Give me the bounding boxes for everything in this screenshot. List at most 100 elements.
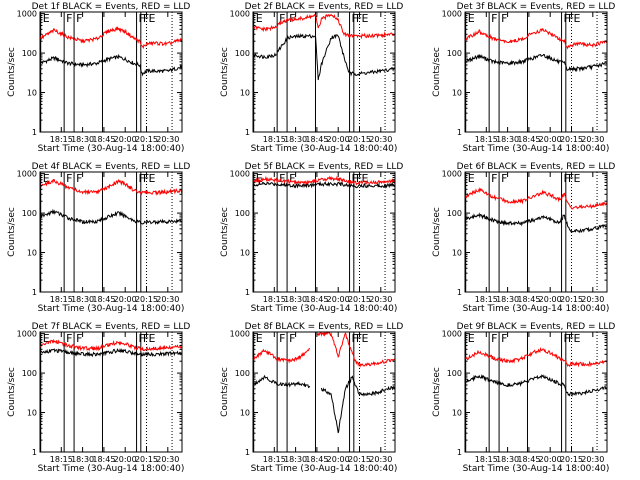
y-tick-label: 1000 (230, 170, 250, 179)
event-label: F (76, 172, 82, 185)
y-tick-label: 1 (32, 128, 37, 137)
x-tick-label: 20:00 (114, 295, 137, 304)
event-label: E (468, 332, 475, 345)
y-axis-label: Counts/sec (220, 47, 230, 97)
x-tick-label: 18:15 (50, 455, 73, 464)
series-events (464, 373, 608, 398)
event-label: E (256, 332, 263, 345)
x-tick-label: 20:30 (156, 135, 179, 144)
y-axis-label: Counts/sec (7, 47, 17, 97)
y-tick-label: 10 (452, 89, 462, 98)
y-tick-label: 1000 (230, 10, 250, 19)
plot-frame (252, 171, 396, 293)
x-tick-label: 20:15 (560, 135, 583, 144)
x-tick-label: 20:30 (369, 135, 392, 144)
x-axis-label: Start Time (30-Aug-14 18:00:40) (38, 144, 185, 154)
plot-frame (39, 171, 183, 293)
panel-title: Det 8f BLACK = Events, RED = LLD (245, 322, 404, 332)
x-tick-label: 18:45 (517, 455, 540, 464)
y-tick-label: 100 (235, 209, 250, 218)
x-tick-label: 18:30 (496, 295, 519, 304)
x-tick-label: 20:30 (581, 135, 604, 144)
y-tick-label: 1000 (17, 170, 37, 179)
y-tick-label: 100 (235, 49, 250, 58)
x-tick-label: 18:45 (517, 135, 540, 144)
x-tick-label: 18:45 (305, 295, 328, 304)
x-tick-label: 20:00 (114, 135, 137, 144)
y-tick-label: 1 (457, 288, 462, 297)
x-tick-label: 18:30 (71, 455, 94, 464)
x-tick-label: 18:45 (92, 135, 115, 144)
event-label: F (501, 332, 507, 345)
panel-title: Det 6f BLACK = Events, RED = LLD (457, 162, 616, 172)
x-tick-label: 18:30 (284, 455, 307, 464)
event-label: F (279, 172, 285, 185)
event-label: F (139, 172, 145, 185)
event-label: F (66, 332, 72, 345)
y-tick-label: 1 (32, 288, 37, 297)
event-label: F (564, 332, 570, 345)
series-events (39, 347, 183, 358)
y-tick-label: 1 (245, 448, 250, 457)
event-label: E (43, 172, 50, 185)
event-label: F (279, 332, 285, 345)
event-label: E (43, 12, 50, 25)
x-tick-label: 18:30 (71, 295, 94, 304)
event-label: F (564, 12, 570, 25)
x-tick-label: 18:15 (50, 135, 73, 144)
y-tick-label: 1 (32, 448, 37, 457)
series-lld (252, 13, 396, 40)
event-label: F (289, 12, 295, 25)
y-tick-label: 10 (27, 409, 37, 418)
x-axis-label: Start Time (30-Aug-14 18:00:40) (463, 144, 610, 154)
event-label: F (66, 172, 72, 185)
y-tick-label: 10 (452, 409, 462, 418)
event-label: F (66, 12, 72, 25)
event-label: E (362, 12, 369, 25)
panel-title: Det 4f BLACK = Events, RED = LLD (32, 162, 191, 172)
y-tick-label: 1 (457, 128, 462, 137)
event-label: F (139, 12, 145, 25)
x-tick-label: 18:15 (50, 295, 73, 304)
event-label: F (491, 12, 497, 25)
event-label: F (568, 172, 574, 185)
x-tick-label: 20:15 (348, 135, 371, 144)
event-label: E (362, 172, 369, 185)
event-label: F (568, 332, 574, 345)
event-label: F (501, 12, 507, 25)
event-label: F (76, 12, 82, 25)
x-tick-label: 18:15 (475, 135, 498, 144)
y-axis-label: Counts/sec (220, 367, 230, 417)
event-label: F (568, 12, 574, 25)
event-label: E (574, 172, 581, 185)
x-tick-label: 20:15 (135, 295, 158, 304)
y-tick-label: 1000 (442, 330, 462, 339)
x-axis-label: Start Time (30-Aug-14 18:00:40) (251, 464, 398, 474)
x-tick-label: 20:30 (156, 295, 179, 304)
y-tick-label: 1000 (442, 10, 462, 19)
event-label: F (279, 12, 285, 25)
event-label: F (143, 332, 149, 345)
x-tick-label: 18:15 (263, 295, 286, 304)
y-tick-label: 1 (245, 288, 250, 297)
series-lld (253, 331, 396, 369)
series-events (252, 180, 395, 189)
y-tick-label: 100 (447, 49, 462, 58)
y-tick-label: 100 (22, 209, 37, 218)
event-label: E (149, 172, 156, 185)
series-events (464, 53, 608, 73)
x-tick-label: 20:30 (156, 455, 179, 464)
event-label: E (256, 172, 263, 185)
event-label: F (352, 12, 358, 25)
y-tick-label: 100 (22, 369, 37, 378)
x-tick-label: 20:00 (539, 295, 562, 304)
event-label: F (352, 172, 358, 185)
x-tick-label: 18:30 (284, 295, 307, 304)
x-axis-label: Start Time (30-Aug-14 18:00:40) (38, 304, 185, 314)
x-axis-label: Start Time (30-Aug-14 18:00:40) (251, 304, 398, 314)
